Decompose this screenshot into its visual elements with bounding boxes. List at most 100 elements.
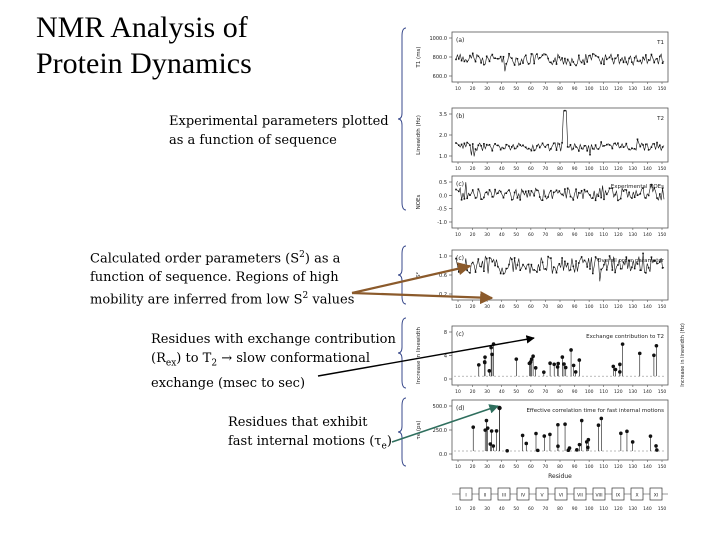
- y-axis-label: Linewidth (Hz): [416, 115, 422, 155]
- data-point: [620, 342, 625, 346]
- data-point: [584, 440, 589, 444]
- strand-tick-label: 130: [629, 506, 638, 512]
- x-tick-label: 150: [658, 86, 667, 92]
- x-tick-label: 140: [643, 86, 652, 92]
- strand-tick-label: 50: [513, 506, 519, 512]
- x-tick-label: 30: [484, 166, 490, 172]
- x-tick-label: 100: [585, 166, 594, 172]
- right-arrow-icon: →: [217, 351, 237, 366]
- data-point: [505, 448, 509, 453]
- x-tick-label: 10: [455, 389, 461, 395]
- data-point: [556, 422, 560, 427]
- strand-box: [592, 487, 606, 501]
- x-tick-label: 60: [528, 166, 534, 172]
- data-point: [534, 431, 538, 436]
- x-tick-label: 120: [614, 166, 623, 172]
- x-tick-label: 140: [643, 166, 652, 172]
- data-point: [654, 444, 658, 448]
- strand-box: [535, 487, 549, 501]
- data-point: [573, 370, 578, 374]
- x-tick-label: 110: [599, 232, 608, 238]
- x-tick-label: 130: [629, 304, 638, 310]
- caption-order-text: Calculated order parameters (S: [90, 251, 300, 267]
- x-tick-label: 60: [528, 86, 534, 92]
- x-tick-label: 40: [499, 232, 505, 238]
- panel-letter: (c): [456, 331, 464, 338]
- strand-box: [516, 487, 530, 501]
- x-tick-label: 70: [543, 464, 549, 470]
- x-tick-label: 30: [484, 389, 490, 395]
- x-tick-label: 130: [629, 389, 638, 395]
- strand-label: I: [465, 493, 466, 499]
- bracket-experimental: [397, 27, 407, 211]
- strand-label: II: [484, 493, 487, 499]
- data-point: [560, 355, 565, 359]
- slide-title: NMR Analysis of Protein Dynamics: [36, 10, 252, 82]
- data-point: [489, 429, 494, 433]
- y-tick-label: 0.5: [439, 180, 447, 186]
- panel-letter: (b): [456, 113, 465, 120]
- strand-tick-label: 150: [658, 506, 667, 512]
- data-point: [455, 257, 457, 260]
- y-axis-label: NOEs: [416, 194, 422, 209]
- data-point: [577, 442, 582, 447]
- x-tick-label: 130: [629, 166, 638, 172]
- x-tick-label: 90: [572, 86, 578, 92]
- panel-label: T2: [656, 116, 664, 122]
- slide-title-line2: Protein Dynamics: [36, 47, 252, 80]
- data-point: [487, 369, 492, 373]
- data-point: [655, 448, 659, 452]
- y-tick-label: 600.0: [433, 74, 447, 80]
- caption-order-text: ) as a: [304, 251, 341, 267]
- strand-tick-label: 20: [470, 506, 476, 512]
- x-tick-label: 80: [557, 232, 563, 238]
- y-axis-label: τe (ps): [416, 420, 422, 439]
- data-point: [531, 354, 535, 359]
- data-point: [630, 440, 635, 444]
- caption-order: Calculated order parameters (S2) as a fu…: [90, 246, 354, 310]
- y-tick-label: 1.0: [439, 154, 447, 160]
- panel-label: Experimental NOEs: [611, 184, 664, 190]
- caption-fast-text: ): [386, 434, 392, 449]
- x-tick-label: 100: [585, 86, 594, 92]
- caption-order-line3: mobility are inferred from low S2 values: [90, 287, 354, 309]
- data-point: [488, 442, 493, 446]
- data-point: [514, 357, 519, 361]
- data-point: [542, 370, 546, 374]
- panel-letter: (d): [456, 405, 465, 412]
- x-tick-label: 80: [557, 304, 563, 310]
- x-tick-label: 150: [658, 389, 667, 395]
- data-point: [569, 348, 573, 352]
- x-tick-label: 70: [543, 86, 549, 92]
- strand-tick-label: 90: [572, 506, 578, 512]
- data-point: [648, 434, 653, 438]
- x-tick-label: 130: [629, 464, 638, 470]
- strand-label: VIII: [595, 493, 602, 499]
- panel-frame: [451, 107, 669, 163]
- data-point: [654, 343, 659, 348]
- data-point: [599, 416, 604, 421]
- data-point: [489, 345, 493, 350]
- data-point: [533, 366, 538, 370]
- strand-label: IX: [616, 493, 620, 499]
- strand-label: V: [540, 493, 544, 499]
- strand-label: III: [502, 493, 506, 499]
- x-tick-label: 10: [455, 86, 461, 92]
- x-tick-label: 10: [455, 464, 461, 470]
- x-tick-label: 150: [658, 166, 667, 172]
- series-line: [455, 253, 665, 282]
- data-point: [471, 425, 476, 429]
- caption-experimental-line2: as a function of sequence: [169, 133, 337, 148]
- y-tick-label: -1.0: [437, 220, 447, 226]
- x-tick-label: 150: [658, 232, 667, 238]
- caption-order-line1: Calculated order parameters (S2) as a: [90, 246, 354, 268]
- data-point: [625, 429, 629, 434]
- x-tick-label: 140: [643, 389, 652, 395]
- y-tick-label: 800.0: [433, 55, 447, 61]
- panel-label: Effective correlation time for fast inte…: [526, 408, 664, 414]
- strand-box: [554, 487, 568, 501]
- x-tick-label: 10: [455, 166, 461, 172]
- x-tick-label: 110: [599, 389, 608, 395]
- x-tick-label: 80: [557, 166, 563, 172]
